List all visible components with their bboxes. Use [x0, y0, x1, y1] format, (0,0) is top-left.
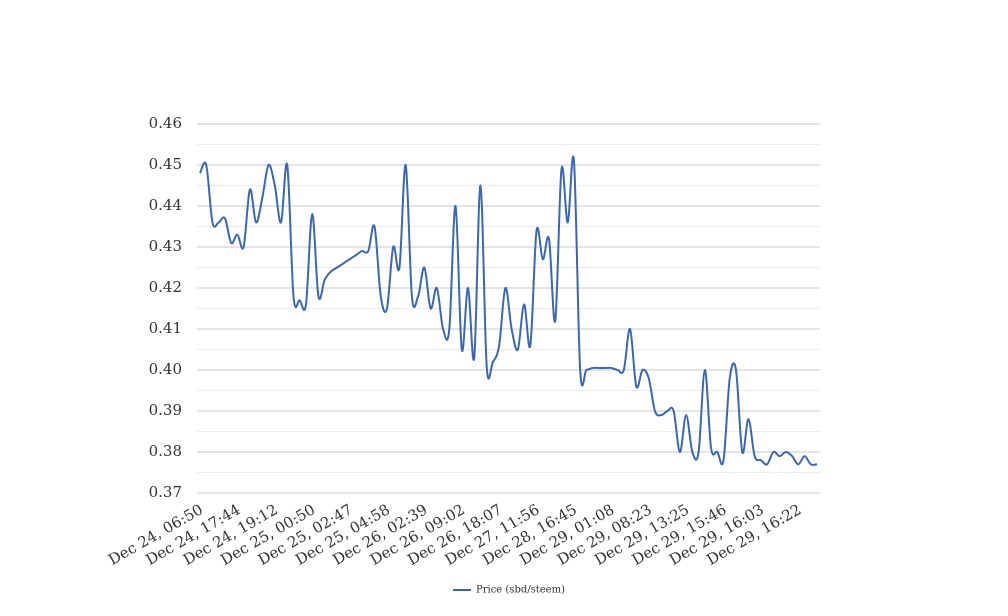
legend-label: Price (sbd/steem) [476, 585, 565, 596]
y-tick-label: 0.37 [149, 483, 182, 501]
y-tick-label: 0.40 [149, 360, 182, 378]
y-tick-label: 0.45 [149, 155, 182, 173]
y-tick-label: 0.44 [149, 196, 182, 214]
y-tick-label: 0.38 [149, 442, 182, 460]
y-tick-label: 0.39 [149, 401, 182, 419]
y-tick-label: 0.46 [149, 114, 182, 132]
y-tick-label: 0.42 [149, 278, 182, 296]
price-line [199, 155, 818, 466]
y-tick-label: 0.41 [149, 319, 182, 337]
y-tick-label: 0.43 [149, 237, 182, 255]
